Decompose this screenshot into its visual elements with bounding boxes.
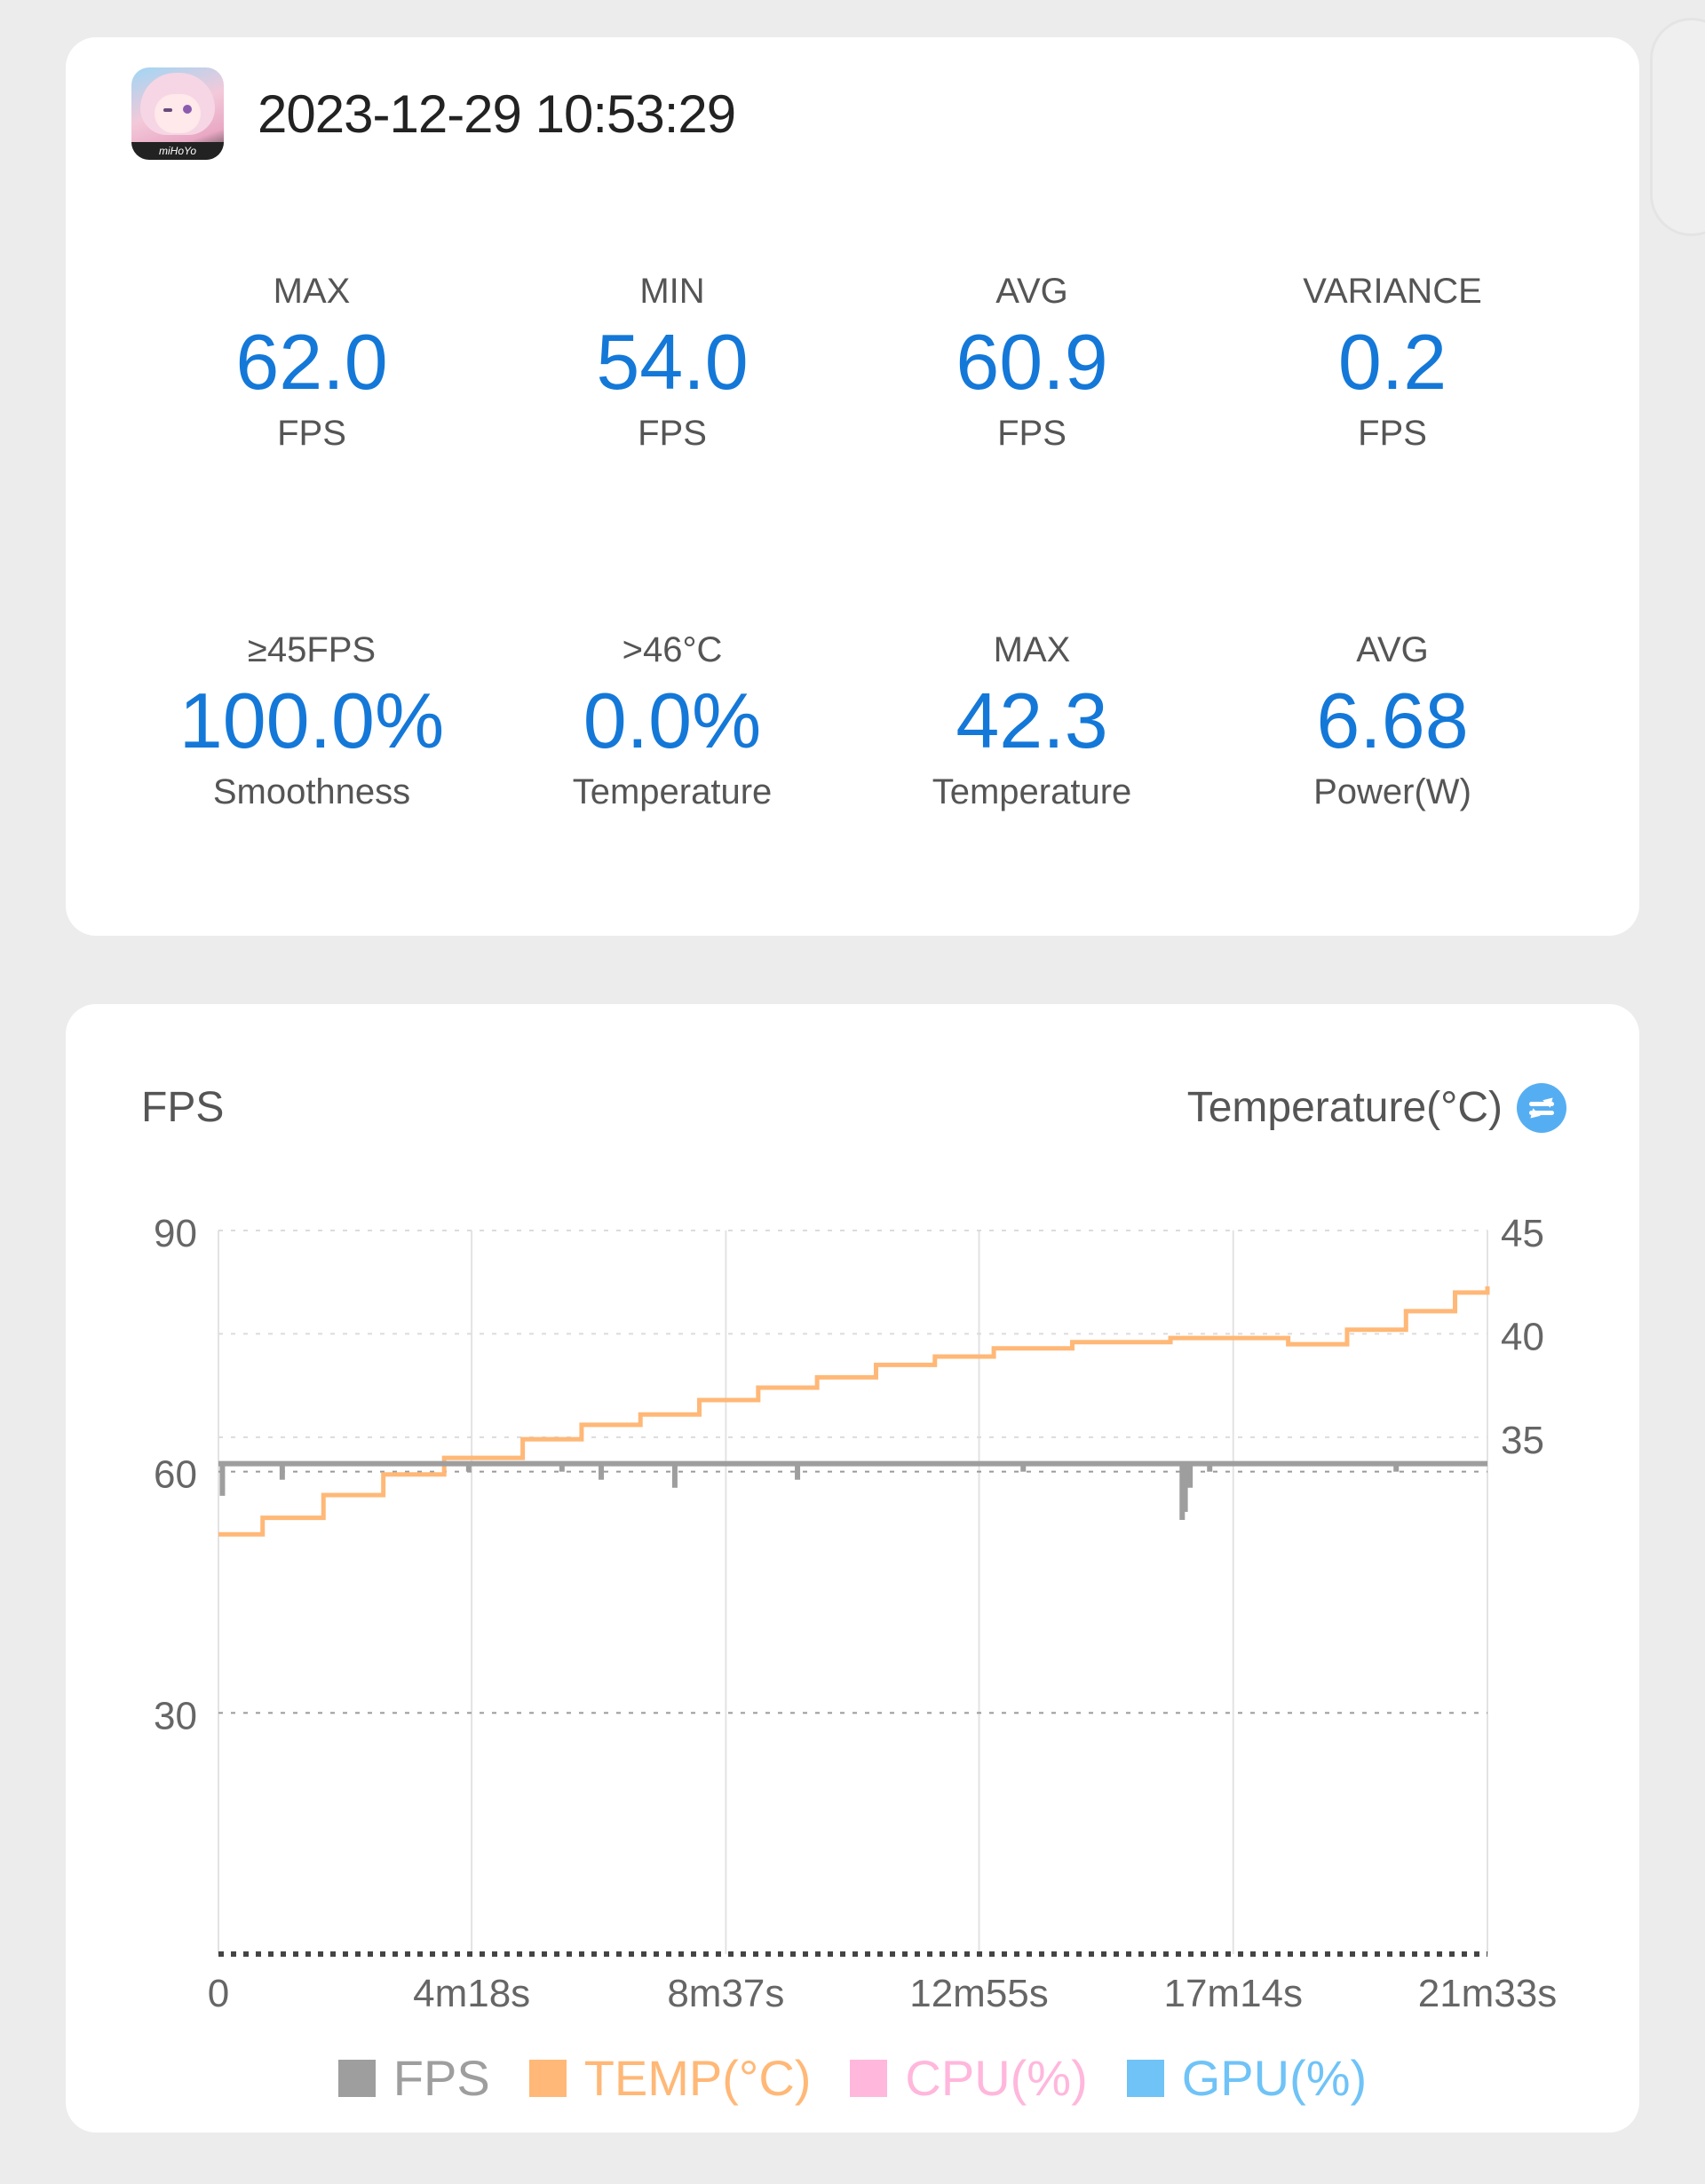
series-fps-dip (1207, 1463, 1213, 1472)
stat-value: 0.0% (583, 677, 762, 764)
stat-avg-power: AVG 6.68 Power(W) (1215, 628, 1570, 814)
legend-swatch-gpu (1126, 2059, 1164, 2097)
x-tick-label: 21m33s (1418, 1972, 1558, 2015)
stat-value: 100.0% (178, 677, 445, 764)
series-temp-line (218, 1286, 1490, 1537)
stat-value: 6.68 (1316, 677, 1469, 764)
performance-chart-card (66, 1004, 1639, 2133)
stat-value: 0.2 (1337, 318, 1447, 406)
swap-axis-icon[interactable] (1517, 1083, 1566, 1133)
stat-label: AVG (1356, 630, 1429, 669)
series-fps-dip (219, 1463, 226, 1496)
stat-unit: Temperature (932, 772, 1132, 811)
series-fps-dip (1393, 1463, 1400, 1472)
stat-label: MAX (993, 630, 1071, 669)
game-app-icon[interactable]: miHoYo (131, 67, 224, 160)
legend-swatch-cpu (850, 2059, 888, 2097)
stat-value: 62.0 (235, 318, 388, 406)
stat-avg-fps: AVG 60.9 FPS (854, 269, 1209, 455)
stat-label: MAX (273, 272, 351, 311)
legend-item-gpu[interactable]: GPU(%) (1126, 2049, 1368, 2107)
y-left-tick-label: 60 (154, 1453, 197, 1497)
series-fps-dip (795, 1463, 801, 1480)
series-fps-dip (279, 1463, 285, 1480)
legend-item-temp[interactable]: TEMP(°C) (528, 2049, 812, 2107)
series-fps-dip (1020, 1463, 1027, 1472)
series-fps-dip (1187, 1463, 1194, 1488)
app-icon-label: miHoYo (131, 142, 224, 160)
stat-label: ≥45FPS (247, 630, 377, 669)
stat-unit: Smoothness (212, 772, 411, 811)
stat-variance-fps: VARIANCE 0.2 FPS (1215, 269, 1570, 455)
series-fps-dip (1182, 1463, 1188, 1512)
y-right-tick-label: 35 (1501, 1419, 1544, 1462)
stat-value: 54.0 (596, 318, 749, 406)
series-fps-dip (1179, 1463, 1186, 1520)
x-tick-label: 8m37s (667, 1972, 784, 2015)
legend-item-fps[interactable]: FPS (337, 2049, 490, 2107)
series-fps-dip (559, 1463, 565, 1472)
x-tick-label: 17m14s (1163, 1972, 1303, 2015)
stat-unit: FPS (277, 414, 346, 453)
legend-swatch-temp (528, 2059, 567, 2097)
legend-item-cpu[interactable]: CPU(%) (850, 2049, 1088, 2107)
adjacent-card-edge (1650, 18, 1705, 236)
stat-label: MIN (639, 272, 705, 311)
stat-min-fps: MIN 54.0 FPS (495, 269, 850, 455)
stat-unit: FPS (1358, 414, 1427, 453)
stat-label: AVG (995, 272, 1068, 311)
y-left-tick-label: 30 (154, 1694, 197, 1737)
stat-value: 60.9 (956, 318, 1108, 406)
session-timestamp: 2023-12-29 10:53:29 (258, 83, 736, 144)
chart-left-axis-title: FPS (141, 1084, 225, 1131)
stat-label: >46°C (622, 630, 723, 669)
series-fps-dip (465, 1463, 472, 1472)
legend-label: FPS (393, 2050, 490, 2106)
stat-value: 42.3 (956, 677, 1108, 764)
legend-swatch-fps (337, 2059, 376, 2097)
stat-unit: FPS (997, 414, 1067, 453)
y-right-tick-label: 40 (1501, 1315, 1544, 1358)
stat-max-temperature: MAX 42.3 Temperature (854, 628, 1209, 814)
legend-label: TEMP(°C) (583, 2050, 812, 2106)
stat-overheat-ratio: >46°C 0.0% Temperature (495, 628, 850, 814)
chart-legend: FPS TEMP(°C) CPU(%) GPU(%) (0, 2049, 1705, 2107)
chart-right-axis-title: Temperature(°C) (1186, 1084, 1503, 1131)
series-fps-dip (671, 1463, 678, 1488)
x-tick-label: 4m18s (413, 1972, 530, 2015)
stat-max-fps: MAX 62.0 FPS (134, 269, 489, 455)
y-left-tick-label: 90 (154, 1212, 197, 1255)
legend-label: GPU(%) (1181, 2050, 1368, 2106)
x-tick-label: 12m55s (909, 1972, 1049, 2015)
stat-unit: Temperature (572, 772, 773, 811)
session-header: miHoYo 2023-12-29 10:53:29 (131, 65, 736, 162)
stat-unit: Power(W) (1313, 772, 1471, 811)
x-tick-label: 0 (208, 1972, 229, 2015)
stat-unit: FPS (638, 414, 707, 453)
legend-label: CPU(%) (905, 2050, 1088, 2106)
series-fps-dip (599, 1463, 605, 1480)
session-summary-card (66, 37, 1639, 936)
stat-smoothness: ≥45FPS 100.0% Smoothness (134, 628, 489, 814)
stat-label: VARIANCE (1303, 272, 1482, 311)
y-right-tick-label: 45 (1501, 1212, 1544, 1255)
